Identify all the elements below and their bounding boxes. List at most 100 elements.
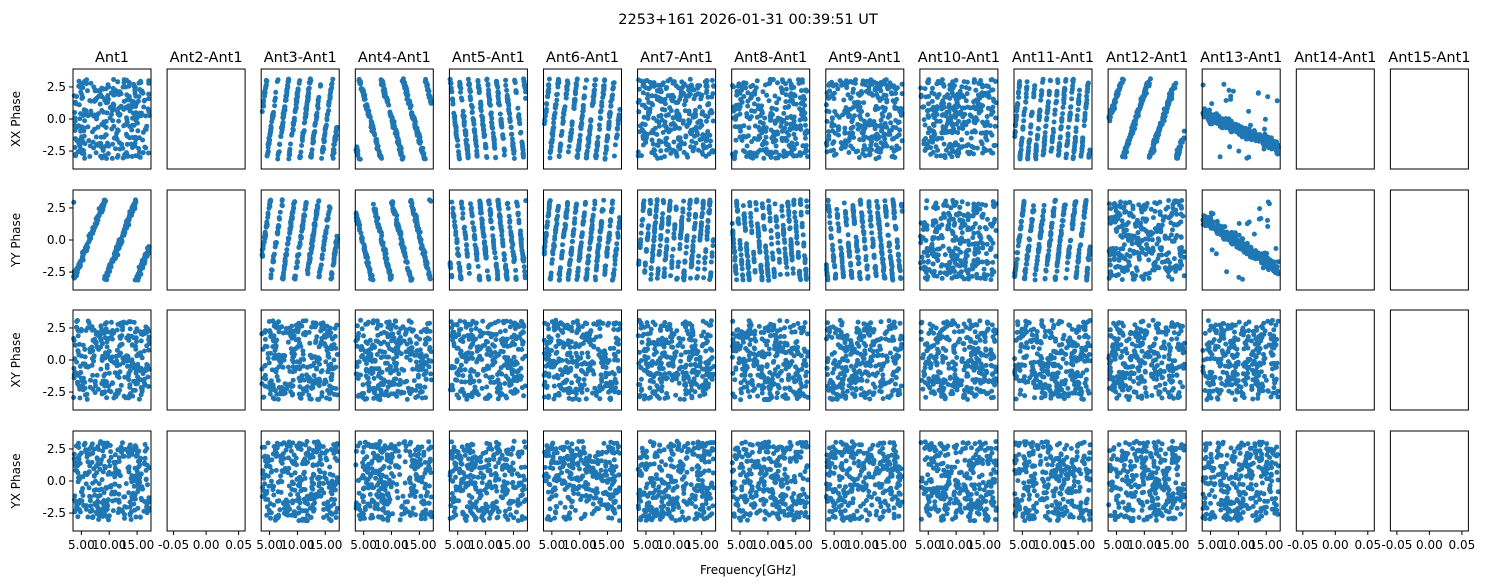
data-point: [698, 137, 704, 142]
data-point: [504, 274, 510, 280]
data-point: [1057, 142, 1063, 147]
data-point: [1037, 108, 1043, 114]
data-point: [1025, 149, 1031, 155]
data-point: [120, 84, 126, 90]
data-point: [782, 105, 788, 110]
data-point: [85, 124, 91, 130]
data-point: [141, 104, 147, 110]
data-point: [698, 118, 704, 124]
data-point: [687, 76, 693, 82]
data-point: [470, 117, 476, 123]
data-point: [894, 134, 900, 140]
data-point: [751, 136, 757, 141]
data-point: [542, 117, 548, 123]
data-point: [973, 115, 979, 121]
data-point: [887, 82, 893, 88]
data-point: [468, 102, 474, 108]
data-point: [706, 151, 712, 157]
data-point: [956, 147, 962, 153]
data-point: [1037, 114, 1042, 120]
data-point: [117, 146, 123, 152]
panel-xx-phase-ant2-ant1: [166, 68, 246, 170]
data-point: [739, 136, 745, 142]
data-point: [770, 134, 776, 140]
data-point: [939, 135, 945, 141]
data-point: [926, 94, 932, 99]
data-point: [603, 144, 609, 150]
data-point: [1067, 112, 1073, 117]
data-point: [852, 113, 857, 119]
data-point: [1230, 88, 1236, 94]
data-point: [766, 81, 771, 87]
data-point: [598, 108, 604, 114]
data-point: [297, 78, 303, 84]
column-title-ant13-ant1: Ant13-Ant1: [1200, 50, 1282, 66]
data-point: [584, 152, 590, 157]
data-point: [1055, 80, 1061, 86]
data-point: [1015, 102, 1020, 108]
data-point: [1274, 98, 1280, 104]
data-point: [394, 130, 400, 135]
data-point: [286, 156, 292, 162]
data-point: [458, 89, 463, 95]
data-point: [311, 231, 317, 237]
data-point: [82, 118, 88, 124]
data-point: [684, 152, 690, 158]
data-point: [1148, 76, 1153, 82]
data-point: [79, 147, 85, 153]
data-point: [412, 122, 418, 128]
data-point: [675, 144, 681, 150]
data-point: [544, 106, 549, 112]
data-point: [294, 258, 300, 264]
data-point: [103, 198, 109, 204]
column-title-ant8-ant1: Ant8-Ant1: [734, 50, 807, 66]
data-point: [516, 117, 522, 123]
data-point: [554, 97, 560, 103]
data-point: [1107, 114, 1113, 120]
panel-yy-phase-ant4-ant1: [353, 189, 434, 291]
data-point: [394, 224, 400, 230]
scatter-points: [730, 76, 810, 162]
data-point: [839, 80, 845, 86]
data-point: [276, 215, 282, 221]
panel-frame: [354, 68, 434, 170]
data-point: [314, 110, 320, 116]
data-point: [992, 123, 998, 129]
ylabel-yy-phase: YY Phase: [9, 213, 23, 268]
scatter-points: [71, 197, 152, 283]
panel-xx-phase-ant4-ant1: [353, 68, 434, 170]
data-point: [930, 149, 936, 155]
data-point: [142, 261, 147, 267]
data-point: [588, 117, 594, 123]
data-point: [660, 130, 666, 135]
data-point: [753, 85, 759, 91]
ytick-label: 2.5: [47, 201, 66, 215]
data-point: [305, 265, 311, 271]
data-point: [692, 133, 697, 139]
data-point: [1110, 108, 1116, 114]
data-point: [331, 147, 337, 153]
data-point: [427, 197, 432, 203]
panel-yy-phase-ant1: 2.50.0-2.5: [43, 189, 152, 291]
data-point: [572, 99, 578, 105]
data-point: [586, 135, 592, 140]
data-point: [1079, 144, 1085, 150]
data-point: [316, 198, 322, 204]
data-point: [734, 89, 740, 94]
column-title-ant10-ant1: Ant10-Ant1: [918, 50, 1000, 66]
data-point: [930, 85, 935, 91]
data-point: [385, 261, 391, 267]
data-point: [460, 215, 466, 221]
data-point: [450, 206, 456, 212]
data-point: [404, 260, 410, 265]
data-point: [569, 119, 575, 125]
data-point: [678, 139, 684, 144]
data-point: [738, 128, 743, 134]
data-point: [106, 143, 112, 149]
data-point: [300, 130, 306, 136]
data-point: [1246, 154, 1252, 160]
data-point: [1086, 152, 1092, 158]
data-point: [358, 81, 364, 86]
data-point: [381, 89, 387, 95]
